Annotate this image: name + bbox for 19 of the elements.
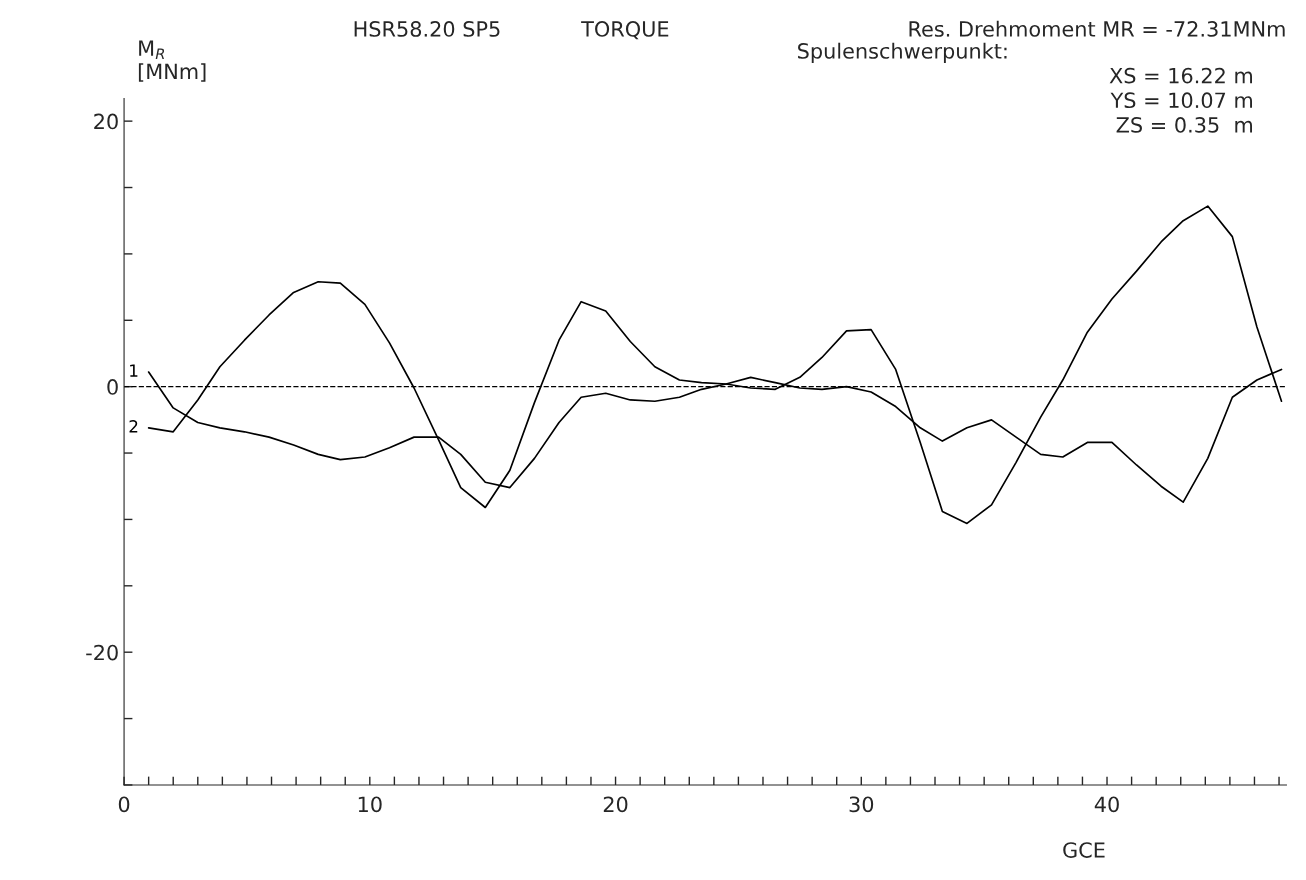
y-tick-label: 0 [107,379,118,395]
y-axis-title: M$_{R}$ [MNm] [138,40,206,82]
text: Res. Drehmoment MR = -72.31MNm [909,20,1285,37]
series-label: 1 [130,364,138,377]
x-tick-label: 20 [603,796,628,813]
x-tick-label: 40 [1094,796,1119,813]
x-tick-label: 0 [118,796,130,813]
y-tick-label: 20 [94,113,118,130]
annotation: ZS = 0.35 m [1116,117,1252,133]
chart-title: HSR58.20 SP5 [354,21,500,37]
series-label: 2 [129,420,138,433]
y-tick-label: -20 [86,644,118,661]
x-tick-label: 10 [358,796,382,813]
x-tick-label: 30 [849,796,874,813]
x-axis-title: GCE [1063,842,1105,858]
annotation: YS = 10.07 m [1110,92,1252,109]
chart-subtitle: TORQUE [581,21,669,40]
text: Spulenschwerpunkt: [798,42,1007,63]
text: XS = 16.22 m [1109,67,1252,84]
